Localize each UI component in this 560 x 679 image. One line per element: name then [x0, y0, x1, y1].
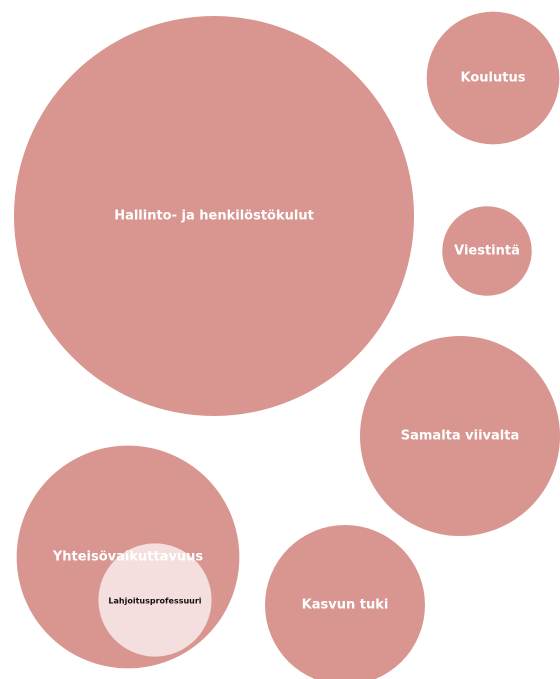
- bubble: [265, 525, 425, 679]
- bubble-label: Samalta viivalta: [401, 429, 520, 444]
- bubble-label: Kasvun tuki: [302, 598, 389, 613]
- bubble-label: Viestintä: [454, 244, 520, 259]
- bubble-label: Yhteisövaikuttavuus: [52, 550, 204, 565]
- bubble-label: Koulutus: [461, 71, 526, 86]
- bubble: [426, 11, 560, 145]
- bubble-label: Hallinto- ja henkilöstökulut: [114, 209, 314, 224]
- bubble: [14, 16, 414, 416]
- bubble: [98, 543, 212, 657]
- bubble: [442, 206, 532, 296]
- bubble: [360, 336, 560, 536]
- bubble-label: Lahjoitusprofessuuri: [108, 597, 201, 606]
